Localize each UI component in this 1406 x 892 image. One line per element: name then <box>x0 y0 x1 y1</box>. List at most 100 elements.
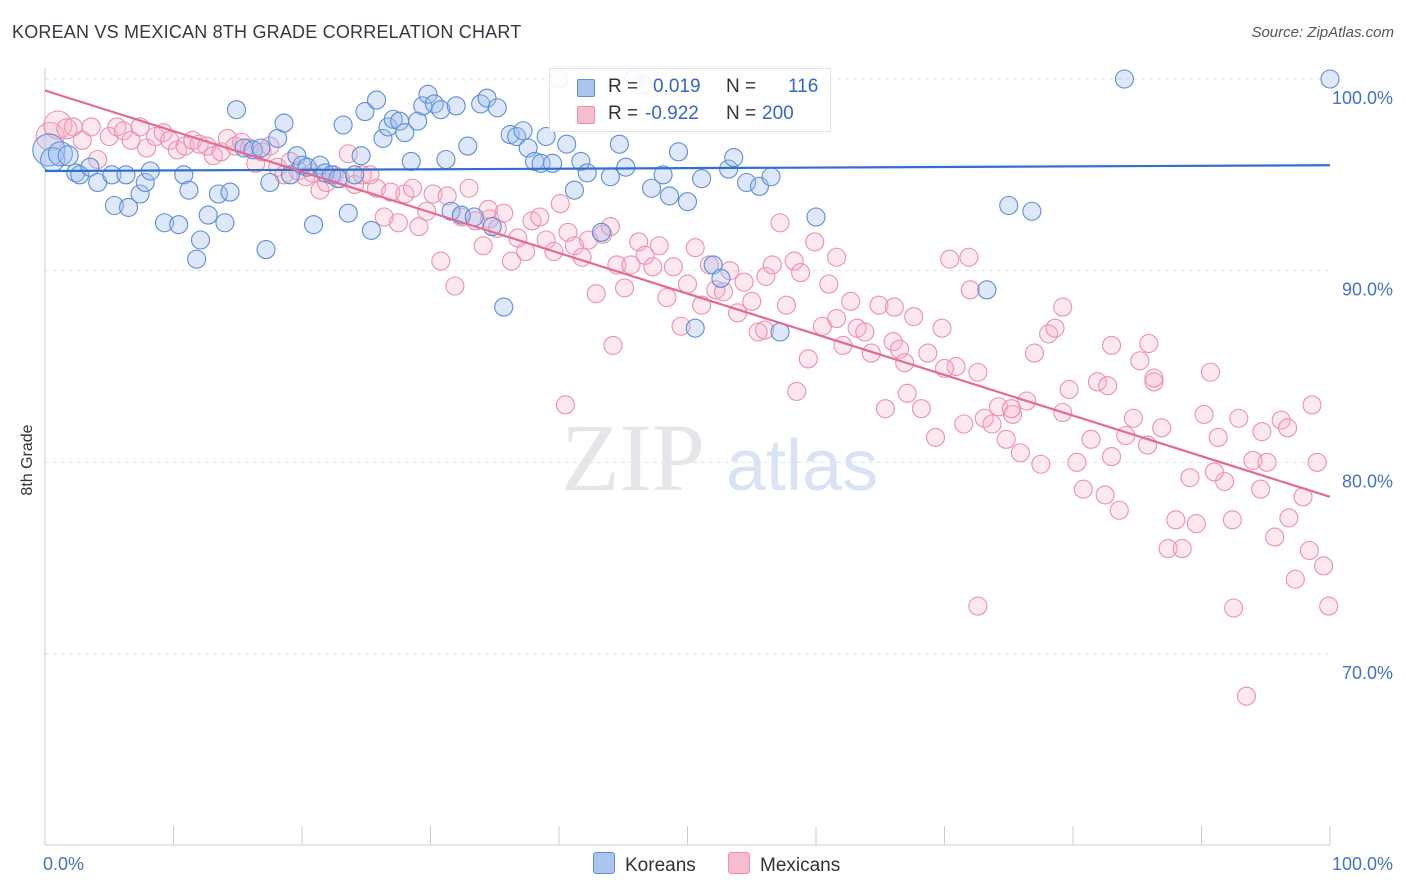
mexican-point <box>1314 556 1334 576</box>
mexican-point <box>787 381 807 401</box>
watermark-zip: ZIP <box>561 404 705 511</box>
mexican-point <box>374 207 394 227</box>
mexican-point <box>56 118 78 140</box>
korean-point <box>677 192 698 212</box>
korean-point <box>711 268 731 288</box>
korean-point <box>513 121 533 141</box>
mexican-point <box>1087 372 1107 392</box>
mexicans-r-label: R = <box>608 103 639 124</box>
koreans-r-label: R = <box>608 76 639 97</box>
korean-point <box>304 215 324 235</box>
koreans-trend-line <box>44 164 1331 173</box>
koreans-r-value: 0.019 <box>653 76 701 97</box>
mexican-point <box>1059 379 1079 400</box>
mexican-point <box>197 136 217 156</box>
axes <box>44 68 1331 846</box>
korean-point <box>361 220 381 240</box>
korean-point <box>1320 69 1340 89</box>
mexican-point <box>1229 408 1249 428</box>
mexican-point <box>677 274 698 294</box>
y-tick-label: 90.0% <box>1342 280 1393 300</box>
korean-point <box>977 280 997 300</box>
mexican-point <box>555 395 575 415</box>
korean-point <box>719 159 739 179</box>
mexican-point <box>861 343 881 363</box>
mexican-point <box>827 309 847 329</box>
korean-point <box>685 318 705 338</box>
mexican-point <box>762 255 782 275</box>
mexican-point <box>748 322 768 342</box>
korean-point <box>154 213 175 233</box>
mexican-point <box>621 255 641 275</box>
mexican-point <box>1208 427 1228 447</box>
mexican-point <box>911 399 931 419</box>
mexican-point <box>1095 485 1115 505</box>
mexican-point <box>1265 527 1285 547</box>
mexican-point <box>1001 399 1021 419</box>
chart-title: KOREAN VS MEXICAN 8TH GRADE CORRELATION … <box>12 22 522 42</box>
mexican-point <box>1251 479 1271 499</box>
koreans-points <box>32 69 1340 342</box>
mexican-point <box>402 178 423 198</box>
mexican-point <box>1299 540 1319 561</box>
korean-point <box>333 115 353 135</box>
mexican-point <box>755 320 775 340</box>
korean-point <box>591 222 611 242</box>
korean-point <box>104 195 124 216</box>
mexicans-swatch <box>577 106 595 124</box>
mexican-point <box>1102 335 1122 355</box>
korean-point <box>401 151 421 171</box>
mexican-point <box>1319 596 1339 616</box>
korean-point <box>487 98 507 118</box>
legend-item-mexicans[interactable]: Mexicans <box>728 852 840 877</box>
koreans-n-value: 116 <box>788 76 819 97</box>
mexican-point <box>1279 508 1299 528</box>
korean-point <box>1114 69 1134 89</box>
korean-point <box>57 145 79 167</box>
korean-point <box>577 163 597 183</box>
korean-point <box>446 96 466 116</box>
mexican-point <box>784 251 804 271</box>
koreans-swatch <box>577 79 595 97</box>
legend-swatch-koreans <box>593 852 615 874</box>
mexican-point <box>409 217 429 237</box>
mexican-point <box>1285 569 1305 589</box>
legend-item-koreans[interactable]: Koreans <box>593 852 696 877</box>
mexican-point <box>550 194 570 214</box>
korean-point <box>659 186 680 206</box>
korean-point <box>458 136 478 156</box>
mexican-point <box>501 251 522 271</box>
mexican-point <box>1010 443 1030 463</box>
mexican-point <box>1045 318 1065 338</box>
korean-point <box>366 90 387 110</box>
mexican-point <box>366 178 387 198</box>
mexican-point <box>437 186 457 206</box>
korean-point <box>668 142 689 162</box>
korean-point <box>220 182 240 202</box>
mexican-point <box>423 184 443 204</box>
mexican-point <box>1081 429 1101 449</box>
korean-point <box>260 172 280 193</box>
mexican-point <box>1123 408 1143 428</box>
mexican-point <box>1139 333 1159 354</box>
tick-labels: 70.0% 80.0% 90.0% 100.0% 0.0% 100.0% <box>43 88 1393 874</box>
y-tick-label: 70.0% <box>1342 663 1393 683</box>
mexican-point <box>875 399 895 419</box>
mexican-point <box>1307 452 1327 472</box>
korean-point <box>536 126 556 147</box>
korean-point <box>135 172 155 193</box>
mexican-point <box>657 287 677 308</box>
mexicans-trend-line <box>44 89 1331 498</box>
korean-point <box>494 297 514 317</box>
mexicans-n-value: 200 <box>762 103 794 124</box>
korean-point <box>179 180 199 200</box>
korean-point <box>408 111 428 131</box>
mexican-point <box>925 427 946 447</box>
mexican-point <box>88 149 108 170</box>
mexican-point <box>685 238 705 258</box>
mexican-point <box>603 335 623 355</box>
legend-label-koreans: Koreans <box>625 855 696 876</box>
korean-point <box>215 213 235 233</box>
legend-swatch-mexicans <box>728 852 750 874</box>
korean-point <box>653 165 673 185</box>
